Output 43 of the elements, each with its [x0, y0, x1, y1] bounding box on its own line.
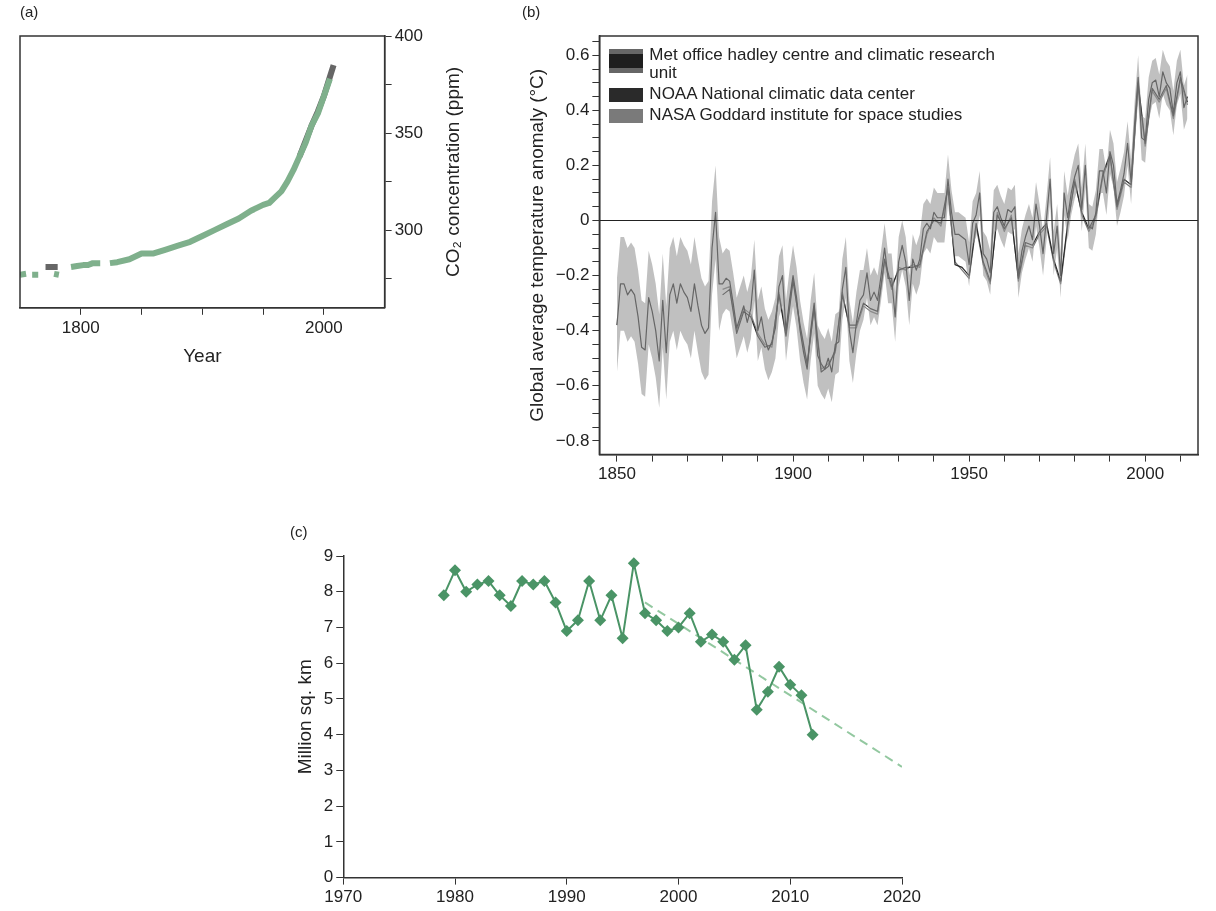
x-tick-label: 1800: [61, 317, 100, 337]
y-tick-label: −0.6: [555, 375, 590, 395]
y-tick-label: 1: [323, 831, 334, 851]
chart-title: (a): [20, 3, 39, 21]
y-axis-title: CO₂ concentration (ppm): [442, 66, 464, 277]
legend-label: NASA Goddard institute for space studies: [649, 105, 963, 124]
x-tick-label: 1980: [436, 887, 474, 907]
y-axis-title: Million sq. km: [293, 659, 315, 775]
chart-title: (b): [522, 3, 541, 21]
x-tick-label: 1850: [598, 464, 636, 484]
y-tick-label: 0: [579, 210, 590, 230]
y-tick-label: 6: [323, 652, 334, 672]
y-tick-label: 3: [323, 760, 334, 780]
y-tick-label: −0.4: [555, 320, 590, 340]
y-tick-label: 8: [323, 581, 334, 601]
x-tick-label: 2020: [883, 887, 921, 907]
y-tick-label: 300: [394, 219, 424, 239]
y-tick-label: 7: [323, 617, 334, 637]
y-tick-label: 2: [323, 795, 334, 815]
y-tick-label: 0.6: [565, 44, 590, 64]
x-tick-label: 2000: [1126, 464, 1165, 484]
x-tick-label: 1950: [950, 464, 989, 484]
legend-label: NOAA National climatic data center: [649, 84, 915, 103]
x-axis-title: Year: [183, 344, 223, 366]
legend-label: Met office hadley centre and climatic research unit: [649, 45, 996, 82]
x-tick-label: 2010: [771, 887, 810, 907]
y-tick-label: −0.2: [555, 265, 590, 285]
x-tick-label: 2000: [304, 317, 343, 337]
x-tick-label: 2000: [659, 887, 698, 907]
y-tick-label: 0.4: [565, 100, 590, 120]
chart-title: (c): [290, 523, 308, 541]
x-tick-label: 1990: [547, 887, 586, 907]
x-tick-label: 1900: [774, 464, 812, 484]
x-tick-label: 1970: [324, 887, 363, 907]
y-tick-label: 9: [323, 545, 334, 565]
y-tick-label: 350: [394, 122, 424, 142]
y-tick-label: 4: [323, 724, 334, 744]
y-tick-label: 5: [323, 688, 334, 708]
y-tick-label: 400: [394, 25, 424, 45]
y-axis-title: Global average temperature anomaly (°C): [525, 68, 547, 422]
y-tick-label: 0.2: [565, 155, 590, 175]
y-tick-label: −0.8: [555, 430, 590, 450]
y-tick-label: 0: [323, 867, 334, 887]
